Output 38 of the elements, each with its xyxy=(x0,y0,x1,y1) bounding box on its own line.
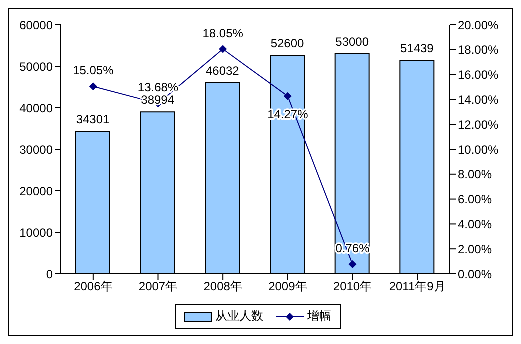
data-label: 46032 xyxy=(206,64,240,78)
point xyxy=(348,260,357,269)
data-label: 34301 xyxy=(76,112,110,127)
y2-tick-label: 18.00% xyxy=(458,43,500,58)
y-tick-label: 50000 xyxy=(20,60,54,74)
y2-tick-label: 2.00% xyxy=(458,242,492,256)
y-tick-label: 0 xyxy=(46,267,54,282)
y-tick-label: 30000 xyxy=(20,142,54,157)
point xyxy=(89,82,98,91)
data-label: 53000 xyxy=(336,35,370,50)
y2-tick-label: 20.00% xyxy=(458,18,500,32)
data-label: 51439 xyxy=(400,42,434,56)
y2-tick-label: 4.00% xyxy=(458,217,492,232)
y-tick-label: 60000 xyxy=(20,18,54,32)
y-tick-label: 40000 xyxy=(20,101,54,116)
y-tick-label: 20000 xyxy=(20,184,54,198)
point xyxy=(284,92,292,100)
x-tick-label: 2008年 xyxy=(204,280,242,294)
y2-tick-label: 14.00% xyxy=(458,92,500,107)
x-tick-label: 2009年 xyxy=(268,280,308,294)
legend-label: 增幅 xyxy=(308,308,332,325)
point xyxy=(219,45,228,54)
x-tick-label: 2007年 xyxy=(138,280,178,294)
x-tick-label: 2010年 xyxy=(333,280,372,294)
data-label: 52600 xyxy=(270,36,305,51)
legend-label: 从业人数 xyxy=(216,308,264,325)
x-tick-label: 2011年9月 xyxy=(389,280,446,294)
data-label: 18.05% xyxy=(202,26,244,40)
x-tick-label: 2006年 xyxy=(74,280,113,294)
y2-tick-label: 12.00% xyxy=(458,118,500,132)
y2-tick-label: 8.00% xyxy=(458,168,492,182)
y2-tick-label: 16.00% xyxy=(458,68,500,82)
y2-tick-label: 10.00% xyxy=(458,142,500,157)
data-label: 13.68% xyxy=(138,80,179,95)
y2-tick-label: 6.00% xyxy=(458,192,492,207)
data-label: 15.05% xyxy=(73,64,114,78)
y-tick-label: 10000 xyxy=(20,226,54,240)
y2-tick-label: 0.00% xyxy=(458,267,492,282)
